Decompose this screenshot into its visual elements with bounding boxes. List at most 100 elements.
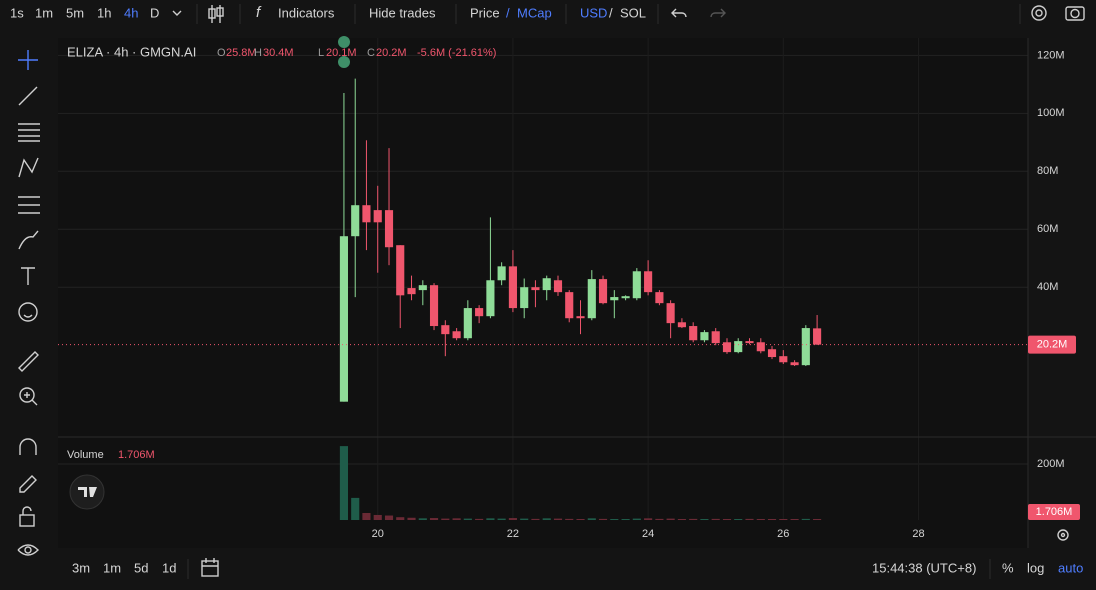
chart-type-button[interactable] — [208, 5, 224, 23]
price-toggle[interactable]: Price — [470, 5, 500, 20]
x-tick-label: 28 — [912, 528, 924, 540]
brush-tool[interactable] — [18, 230, 39, 250]
candle-body — [644, 271, 653, 293]
volume-bar — [610, 519, 619, 520]
hide-tool[interactable] — [17, 544, 39, 556]
x-tick-label: 24 — [642, 528, 654, 540]
candle-body — [520, 287, 529, 309]
volume-bar — [711, 518, 720, 520]
candle-body — [689, 326, 698, 341]
y-tick-label: 100M — [1037, 107, 1065, 119]
log-toggle[interactable]: log — [1027, 560, 1044, 575]
tv-logo — [69, 474, 105, 510]
candle-body — [677, 322, 686, 328]
zoom-tool[interactable] — [19, 387, 38, 406]
candle-body — [441, 325, 450, 335]
interval-menu[interactable] — [172, 10, 182, 16]
percent-toggle[interactable]: % — [1002, 560, 1014, 575]
scale-settings-button[interactable] — [1057, 529, 1069, 541]
hide-trades-button[interactable]: Hide trades — [369, 5, 436, 20]
goto-date-button[interactable] — [201, 558, 219, 577]
interval-active[interactable]: 4h — [124, 5, 138, 20]
x-tick-label: 22 — [507, 528, 519, 540]
y-tick-label: 40M — [1037, 281, 1058, 293]
crosshair-tool[interactable] — [18, 50, 38, 70]
draw-mode-tool[interactable] — [19, 475, 37, 493]
redo-button[interactable] — [710, 8, 726, 18]
candle-body — [655, 292, 664, 304]
volume-bar — [655, 518, 664, 520]
interval[interactable]: D — [150, 5, 159, 20]
bottom-bar: 3m 1m 5d 1d 15:44:38 (UTC+8) % log auto — [72, 558, 1083, 579]
trade-marker[interactable] — [338, 56, 350, 68]
fx-icon[interactable]: f — [256, 4, 262, 21]
magnet-tool[interactable] — [19, 438, 37, 455]
volume-bar — [587, 518, 596, 520]
top-toolbar: 1s 1m 5m 1h 4h D f Indicators Hide trade… — [10, 4, 1085, 24]
candle-body — [362, 205, 371, 223]
mcap-toggle[interactable]: MCap — [517, 5, 552, 20]
candle-body — [396, 245, 405, 296]
range-button[interactable]: 1d — [162, 560, 176, 575]
icon-tool[interactable] — [18, 302, 38, 322]
volume-bar — [441, 518, 450, 520]
candle-body — [711, 331, 720, 344]
candle-body — [666, 303, 675, 324]
lock-tool[interactable] — [19, 506, 35, 527]
candle-body — [486, 280, 495, 317]
auto-toggle[interactable]: auto — [1058, 560, 1083, 575]
candle-body — [384, 210, 394, 248]
interval[interactable]: 1m — [35, 5, 53, 20]
interval[interactable]: 1s — [10, 5, 24, 20]
pattern-tool[interactable] — [18, 157, 39, 178]
interval[interactable]: 1h — [97, 5, 111, 20]
volume-bar — [621, 519, 630, 520]
candle-body — [576, 316, 585, 319]
volume-bar — [632, 518, 641, 520]
candle-body — [407, 288, 416, 295]
candle-body — [801, 328, 810, 366]
indicators-button[interactable]: Indicators — [278, 5, 335, 20]
settings-button[interactable] — [1031, 5, 1047, 21]
candle-body — [452, 331, 461, 339]
volume-bar — [486, 518, 495, 520]
candle-body — [621, 296, 630, 299]
candle-body — [418, 285, 427, 291]
candle-body — [722, 342, 732, 353]
range-button[interactable]: 3m — [72, 560, 90, 575]
candle-body — [565, 292, 574, 319]
fib-tool[interactable] — [18, 123, 40, 142]
projection-tool[interactable] — [18, 196, 40, 214]
x-tick-label: 20 — [372, 528, 384, 540]
volume-bar — [767, 519, 777, 520]
volume-bar — [452, 518, 461, 520]
range-button[interactable]: 1m — [103, 560, 121, 575]
legend-value: 30.4M — [263, 47, 294, 59]
measure-tool[interactable] — [18, 351, 39, 372]
candle-body — [508, 266, 517, 309]
interval[interactable]: 5m — [66, 5, 84, 20]
volume-bar — [429, 518, 439, 520]
candle-body — [734, 341, 743, 353]
undo-button[interactable] — [671, 8, 687, 18]
volume-bar — [508, 518, 517, 520]
trend-line-tool[interactable] — [18, 86, 38, 106]
legend-label: O — [217, 47, 226, 59]
legend-label: H — [254, 47, 262, 59]
slash: / — [506, 5, 510, 20]
volume-bar — [644, 518, 653, 520]
usd-toggle[interactable]: USD — [580, 5, 607, 20]
last-price-label: 20.2M — [1037, 338, 1068, 350]
volume-value: 1.706M — [118, 449, 155, 461]
sol-toggle[interactable]: SOL — [620, 5, 646, 20]
screenshot-button[interactable] — [1065, 6, 1085, 21]
candle-body — [610, 297, 619, 301]
candle-body — [339, 236, 348, 402]
candle-body — [373, 210, 382, 223]
volume-bar — [362, 513, 371, 520]
volume-bar — [598, 518, 608, 520]
text-tool[interactable] — [21, 267, 35, 285]
trade-marker[interactable] — [338, 36, 350, 48]
range-button[interactable]: 5d — [134, 560, 148, 575]
